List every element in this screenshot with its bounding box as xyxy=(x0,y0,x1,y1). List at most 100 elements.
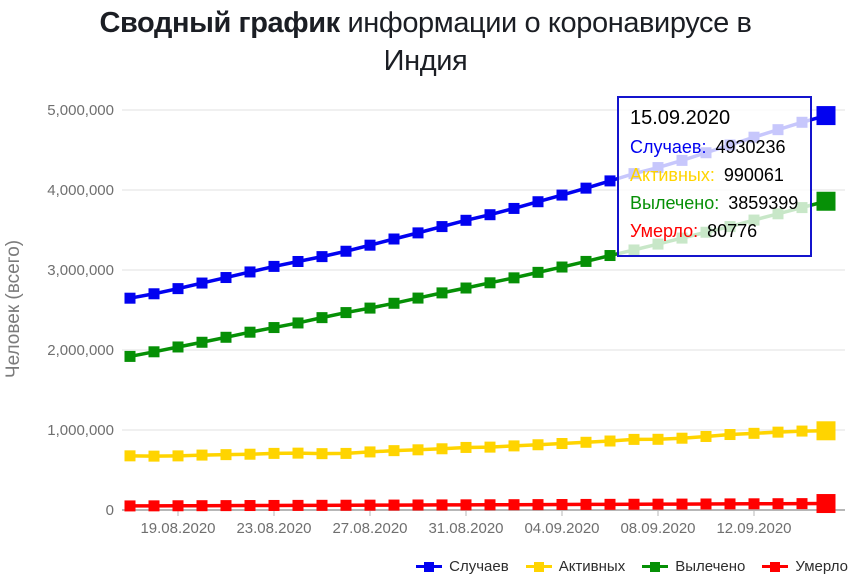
data-point-cases[interactable] xyxy=(196,277,208,289)
data-point-active[interactable] xyxy=(748,427,760,439)
data-point-deaths[interactable] xyxy=(172,500,184,512)
data-point-recovered[interactable] xyxy=(124,350,136,362)
data-point-active[interactable] xyxy=(700,430,712,442)
data-point-cases[interactable] xyxy=(364,239,376,251)
data-point-cases[interactable] xyxy=(244,266,256,278)
data-point-cases[interactable] xyxy=(508,202,520,214)
data-point-cases[interactable] xyxy=(532,196,544,208)
data-point-recovered[interactable] xyxy=(484,277,496,289)
data-point-active[interactable] xyxy=(292,447,304,459)
data-point-deaths[interactable] xyxy=(412,499,424,511)
data-point-active[interactable] xyxy=(508,440,520,452)
legend-item-active[interactable]: Активных xyxy=(525,558,625,575)
data-point-active[interactable] xyxy=(604,435,616,447)
data-point-recovered[interactable] xyxy=(292,317,304,329)
data-point-cases[interactable] xyxy=(292,255,304,267)
data-point-cases[interactable] xyxy=(172,283,184,295)
data-point-deaths[interactable] xyxy=(484,499,496,511)
data-point-active[interactable] xyxy=(772,426,784,438)
data-point-cases[interactable] xyxy=(436,221,448,233)
data-point-cases[interactable] xyxy=(124,292,136,304)
data-point-active[interactable] xyxy=(124,450,136,462)
data-point-recovered[interactable] xyxy=(412,292,424,304)
data-point-deaths[interactable] xyxy=(556,499,568,511)
data-point-recovered[interactable] xyxy=(316,312,328,324)
data-point-deaths[interactable] xyxy=(268,499,280,511)
data-point-active[interactable] xyxy=(676,432,688,444)
data-point-recovered[interactable] xyxy=(172,341,184,353)
data-point-deaths[interactable] xyxy=(724,498,736,510)
data-point-deaths[interactable] xyxy=(316,499,328,511)
data-point-deaths[interactable] xyxy=(604,498,616,510)
data-point-recovered[interactable] xyxy=(604,250,616,262)
data-point-cases[interactable] xyxy=(220,272,232,284)
legend-item-cases[interactable]: Случаев xyxy=(416,558,509,575)
data-point-active[interactable] xyxy=(316,448,328,460)
data-point-cases[interactable] xyxy=(340,245,352,257)
data-point-active[interactable] xyxy=(796,425,808,437)
data-point-active[interactable] xyxy=(364,446,376,458)
data-point-deaths[interactable] xyxy=(652,498,664,510)
data-point-recovered[interactable] xyxy=(816,191,836,211)
data-point-active[interactable] xyxy=(460,441,472,453)
data-point-recovered[interactable] xyxy=(556,261,568,273)
data-point-cases[interactable] xyxy=(268,260,280,272)
data-point-recovered[interactable] xyxy=(268,322,280,334)
data-point-active[interactable] xyxy=(532,439,544,451)
data-point-recovered[interactable] xyxy=(148,346,160,358)
data-point-recovered[interactable] xyxy=(460,282,472,294)
data-point-deaths[interactable] xyxy=(460,499,472,511)
data-point-deaths[interactable] xyxy=(700,498,712,510)
data-point-active[interactable] xyxy=(268,447,280,459)
data-point-deaths[interactable] xyxy=(628,498,640,510)
data-point-recovered[interactable] xyxy=(244,326,256,338)
data-point-deaths[interactable] xyxy=(124,500,136,512)
data-point-recovered[interactable] xyxy=(508,272,520,284)
legend-item-deaths[interactable]: Умерло xyxy=(762,558,848,575)
data-point-deaths[interactable] xyxy=(220,500,232,512)
data-point-active[interactable] xyxy=(388,445,400,457)
data-point-recovered[interactable] xyxy=(364,302,376,314)
data-point-deaths[interactable] xyxy=(676,498,688,510)
data-point-cases[interactable] xyxy=(412,227,424,239)
data-point-cases[interactable] xyxy=(148,288,160,300)
data-point-deaths[interactable] xyxy=(196,500,208,512)
data-point-cases[interactable] xyxy=(388,233,400,245)
data-point-active[interactable] xyxy=(412,444,424,456)
data-point-deaths[interactable] xyxy=(340,499,352,511)
data-point-recovered[interactable] xyxy=(532,266,544,278)
data-point-active[interactable] xyxy=(340,447,352,459)
data-point-active[interactable] xyxy=(816,421,836,441)
data-point-cases[interactable] xyxy=(556,189,568,201)
data-point-active[interactable] xyxy=(436,443,448,455)
data-point-active[interactable] xyxy=(148,450,160,462)
data-point-recovered[interactable] xyxy=(196,336,208,348)
data-point-recovered[interactable] xyxy=(340,307,352,319)
line-chart[interactable]: 0 1,000,000 2,000,000 3,000,000 4,000,000 5,0… xyxy=(0,0,851,545)
data-point-cases[interactable] xyxy=(460,214,472,226)
data-point-active[interactable] xyxy=(172,450,184,462)
data-point-cases[interactable] xyxy=(816,106,836,126)
data-point-deaths[interactable] xyxy=(148,500,160,512)
data-point-active[interactable] xyxy=(580,436,592,448)
data-point-deaths[interactable] xyxy=(244,500,256,512)
data-point-deaths[interactable] xyxy=(772,498,784,510)
data-point-deaths[interactable] xyxy=(388,499,400,511)
data-point-cases[interactable] xyxy=(604,175,616,187)
data-point-active[interactable] xyxy=(556,438,568,450)
legend-item-recovered[interactable]: Вылечено xyxy=(642,558,745,575)
data-point-active[interactable] xyxy=(244,448,256,460)
data-point-cases[interactable] xyxy=(316,251,328,263)
data-point-active[interactable] xyxy=(484,441,496,453)
data-point-active[interactable] xyxy=(628,433,640,445)
data-point-cases[interactable] xyxy=(580,182,592,194)
data-point-deaths[interactable] xyxy=(508,499,520,511)
data-point-recovered[interactable] xyxy=(580,255,592,267)
data-point-deaths[interactable] xyxy=(364,499,376,511)
data-point-recovered[interactable] xyxy=(388,297,400,309)
data-point-active[interactable] xyxy=(196,449,208,461)
data-point-deaths[interactable] xyxy=(436,499,448,511)
data-point-active[interactable] xyxy=(220,449,232,461)
data-point-deaths[interactable] xyxy=(816,494,836,514)
data-point-recovered[interactable] xyxy=(436,287,448,299)
